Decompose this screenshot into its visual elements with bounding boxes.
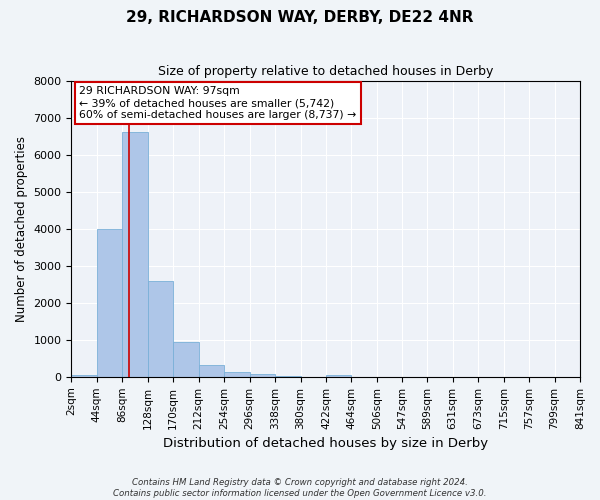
Bar	[224, 372, 250, 377]
Bar	[275, 376, 301, 377]
Title: Size of property relative to detached houses in Derby: Size of property relative to detached ho…	[158, 65, 493, 78]
Bar	[122, 132, 148, 377]
Text: 29 RICHARDSON WAY: 97sqm
← 39% of detached houses are smaller (5,742)
60% of sem: 29 RICHARDSON WAY: 97sqm ← 39% of detach…	[79, 86, 356, 120]
Bar	[173, 342, 199, 377]
Bar	[148, 280, 173, 377]
Bar	[71, 375, 97, 377]
Bar	[250, 374, 275, 377]
X-axis label: Distribution of detached houses by size in Derby: Distribution of detached houses by size …	[163, 437, 488, 450]
Bar	[97, 228, 122, 377]
Bar	[326, 375, 352, 377]
Y-axis label: Number of detached properties: Number of detached properties	[15, 136, 28, 322]
Bar	[199, 364, 224, 377]
Text: Contains HM Land Registry data © Crown copyright and database right 2024.
Contai: Contains HM Land Registry data © Crown c…	[113, 478, 487, 498]
Text: 29, RICHARDSON WAY, DERBY, DE22 4NR: 29, RICHARDSON WAY, DERBY, DE22 4NR	[126, 10, 474, 25]
